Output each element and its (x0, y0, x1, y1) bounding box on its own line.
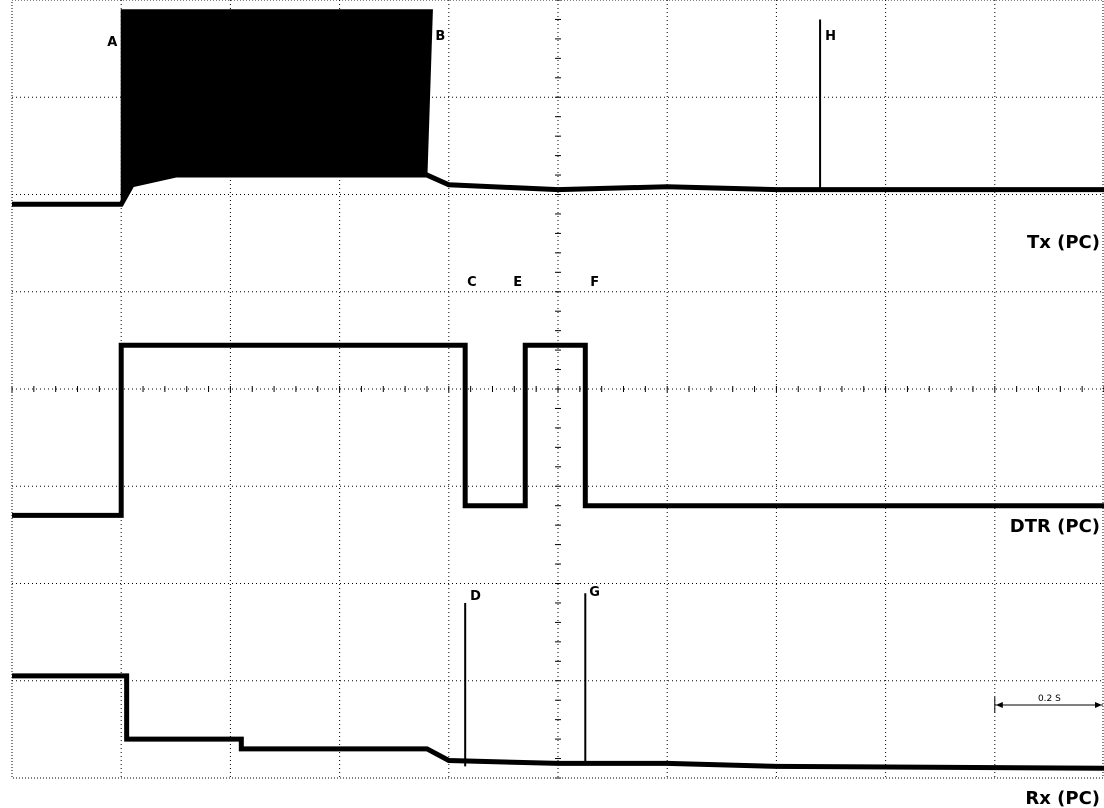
event-label-h: H (825, 29, 836, 44)
trace-1 (12, 342, 1104, 518)
event-label-f: F (590, 275, 599, 290)
traces (12, 9, 1104, 771)
trace-label-1: DTR (PC) (1010, 516, 1100, 537)
event-label-e: E (513, 275, 522, 290)
grid (11, 0, 1104, 779)
scale-bar-label: 0.2 S (1038, 694, 1061, 704)
trace-0 (12, 172, 1104, 207)
trace-labels: Tx (PC) DTR (PC) Rx (PC) (1010, 232, 1100, 808)
event-label-d: D (470, 589, 481, 604)
scale-bar-arrow-left (995, 702, 1003, 708)
trace-2 (12, 673, 1104, 771)
event-label-g: G (589, 585, 600, 600)
trace-label-2: Rx (PC) (1025, 788, 1100, 808)
time-scale-bar: 0.2 S (994, 694, 1103, 713)
event-label-c: C (467, 275, 477, 290)
event-label-b: B (435, 29, 445, 44)
event-markers: A B C D E F G H (107, 19, 836, 767)
event-label-a: A (107, 35, 117, 50)
trace-label-0: Tx (PC) (1027, 232, 1100, 253)
scale-bar-arrow-right (1095, 702, 1102, 708)
